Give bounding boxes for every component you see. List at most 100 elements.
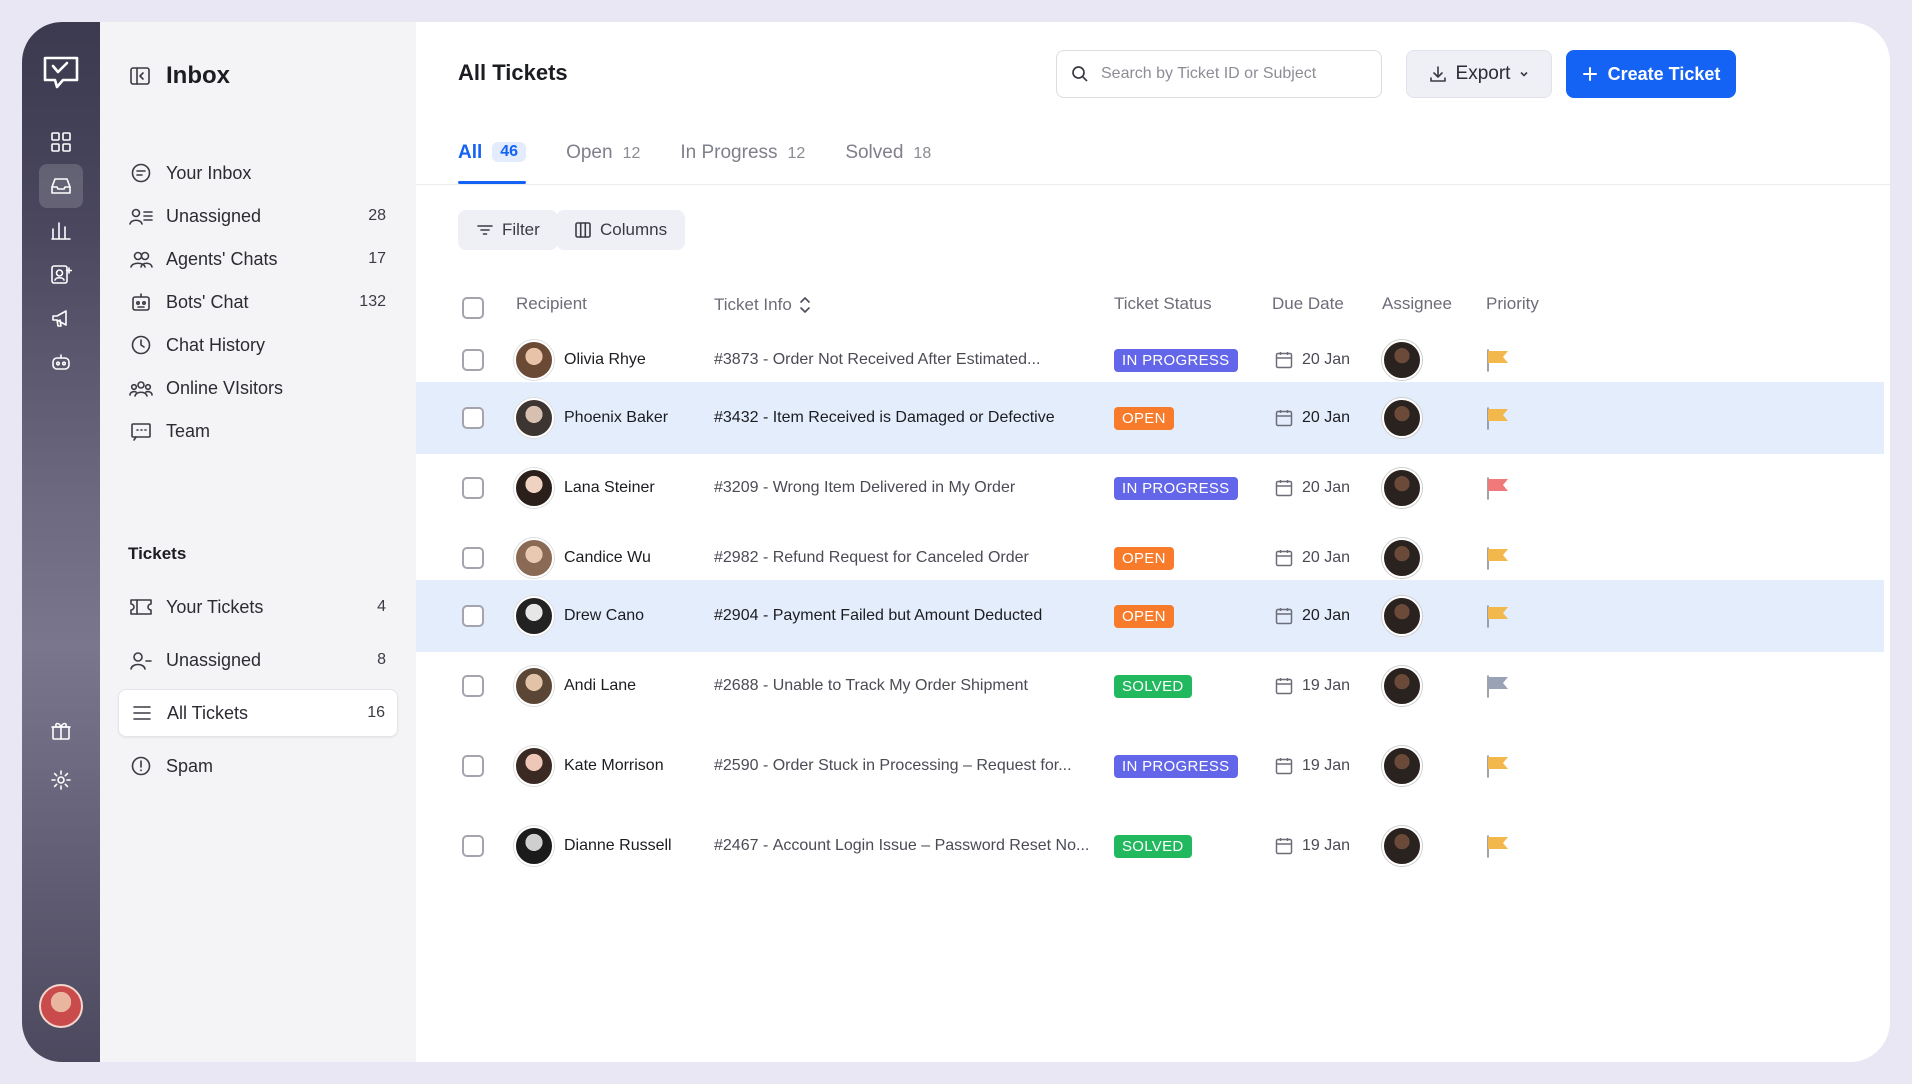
priority-flag-icon[interactable] [1484, 347, 1512, 373]
assignee-cell[interactable] [1382, 324, 1422, 396]
priority-cell[interactable] [1484, 324, 1512, 396]
priority-cell[interactable] [1484, 382, 1512, 454]
sidebar-item-agents-chats[interactable]: Agents' Chats 17 [118, 235, 398, 283]
megaphone-icon[interactable] [39, 296, 83, 340]
row-checkbox[interactable] [462, 675, 484, 697]
tab-solved[interactable]: Solved 18 [845, 142, 931, 184]
app-logo-icon[interactable] [39, 50, 83, 94]
bot-icon[interactable] [39, 340, 83, 384]
column-header-recipient[interactable]: Recipient [516, 294, 587, 313]
table-row[interactable]: Phoenix Baker #3432 - Item Received is D… [416, 382, 1884, 454]
table-row[interactable]: Kate Morrison #2590 - Order Stuck in Pro… [416, 730, 1884, 802]
ticket-info-cell[interactable]: #2590 - Order Stuck in Processing – Requ… [714, 730, 1072, 802]
priority-cell[interactable] [1484, 730, 1512, 802]
priority-flag-icon[interactable] [1484, 753, 1512, 779]
ticket-info-cell[interactable]: #2904 - Payment Failed but Amount Deduct… [714, 580, 1042, 652]
tab-in-progress[interactable]: In Progress 12 [680, 142, 805, 184]
filter-button[interactable]: Filter [458, 210, 558, 250]
sidebar-item-unassigned[interactable]: Unassigned 28 [118, 192, 398, 240]
column-header-ticket-info[interactable]: Ticket Info [714, 294, 812, 316]
sidebar-item-bots-chat[interactable]: Bots' Chat 132 [118, 278, 398, 326]
priority-flag-icon[interactable] [1484, 673, 1512, 699]
table-row[interactable]: Candice Wu #2982 - Refund Request for Ca… [416, 522, 1884, 594]
contacts-icon[interactable] [39, 252, 83, 296]
assignee-cell[interactable] [1382, 730, 1422, 802]
priority-flag-icon[interactable] [1484, 405, 1512, 431]
user-avatar[interactable] [39, 984, 83, 1028]
row-checkbox[interactable] [462, 605, 484, 627]
assignee-avatar[interactable] [1382, 538, 1422, 578]
export-button[interactable]: Export [1406, 50, 1552, 98]
filter-label: Filter [502, 220, 540, 239]
sidebar-item-team[interactable]: Team [118, 407, 398, 455]
priority-cell[interactable] [1484, 650, 1512, 722]
column-header-status[interactable]: Ticket Status [1114, 294, 1212, 313]
assignee-cell[interactable] [1382, 810, 1422, 882]
row-checkbox[interactable] [462, 477, 484, 499]
sidebar-item-chat-history[interactable]: Chat History [118, 321, 398, 369]
table-row[interactable]: Drew Cano #2904 - Payment Failed but Amo… [416, 580, 1884, 652]
ticket-info-cell[interactable]: #3873 - Order Not Received After Estimat… [714, 324, 1040, 396]
reports-icon[interactable] [39, 208, 83, 252]
table-row[interactable]: Dianne Russell #2467 - Account Login Iss… [416, 810, 1884, 882]
icon-rail [22, 22, 100, 1062]
tab-open[interactable]: Open 12 [566, 142, 640, 184]
search-box[interactable] [1056, 50, 1382, 98]
search-input[interactable] [1099, 64, 1359, 84]
ticket-info-cell[interactable]: #2688 - Unable to Track My Order Shipmen… [714, 650, 1028, 722]
sidebar-item-all-tickets[interactable]: All Tickets 16 [118, 689, 398, 737]
row-checkbox[interactable] [462, 407, 484, 429]
assignee-cell[interactable] [1382, 580, 1422, 652]
priority-cell[interactable] [1484, 522, 1512, 594]
ticket-info-cell[interactable]: #2982 - Refund Request for Canceled Orde… [714, 522, 1029, 594]
priority-cell[interactable] [1484, 580, 1512, 652]
collapse-sidebar-icon[interactable] [128, 64, 152, 88]
assignee-avatar[interactable] [1382, 398, 1422, 438]
assignee-cell[interactable] [1382, 522, 1422, 594]
table-row[interactable]: Olivia Rhye #3873 - Order Not Received A… [416, 324, 1884, 396]
row-checkbox[interactable] [462, 349, 484, 371]
sidebar-item-spam[interactable]: Spam [118, 742, 398, 790]
assignee-avatar[interactable] [1382, 468, 1422, 508]
priority-flag-icon[interactable] [1484, 545, 1512, 571]
assignee-avatar[interactable] [1382, 746, 1422, 786]
row-checkbox[interactable] [462, 835, 484, 857]
row-checkbox[interactable] [462, 547, 484, 569]
ticket-info-cell[interactable]: #3209 - Wrong Item Delivered in My Order [714, 452, 1015, 524]
sidebar-item-unassigned-tickets[interactable]: Unassigned 8 [118, 636, 398, 684]
ticket-info-cell[interactable]: #2467 - Account Login Issue – Password R… [714, 810, 1089, 882]
priority-flag-icon[interactable] [1484, 833, 1512, 859]
assignee-avatar[interactable] [1382, 340, 1422, 380]
recipient-name: Candice Wu [564, 549, 651, 566]
table-row[interactable]: Andi Lane #2688 - Unable to Track My Ord… [416, 650, 1884, 722]
column-header-due-date[interactable]: Due Date [1272, 294, 1344, 313]
inbox-icon[interactable] [39, 164, 83, 208]
sidebar-item-online-visitors[interactable]: Online VIsitors [118, 364, 398, 412]
column-header-priority[interactable]: Priority [1486, 294, 1539, 313]
priority-cell[interactable] [1484, 810, 1512, 882]
sidebar-item-your-inbox[interactable]: Your Inbox [118, 149, 398, 197]
ticket-id: #2467 [714, 837, 759, 854]
dashboard-icon[interactable] [39, 120, 83, 164]
tab-all[interactable]: All 46 [458, 142, 527, 184]
column-header-assignee[interactable]: Assignee [1382, 294, 1452, 313]
gift-icon[interactable] [39, 708, 83, 752]
assignee-cell[interactable] [1382, 650, 1422, 722]
create-ticket-button[interactable]: Create Ticket [1566, 50, 1736, 98]
row-checkbox[interactable] [462, 755, 484, 777]
table-row[interactable]: Lana Steiner #3209 - Wrong Item Delivere… [416, 452, 1884, 524]
priority-cell[interactable] [1484, 452, 1512, 524]
columns-button[interactable]: Columns [556, 210, 686, 250]
assignee-avatar[interactable] [1382, 666, 1422, 706]
assignee-avatar[interactable] [1382, 826, 1422, 866]
settings-gear-icon[interactable] [39, 758, 83, 802]
priority-flag-icon[interactable] [1484, 475, 1512, 501]
assignee-cell[interactable] [1382, 452, 1422, 524]
sidebar-item-your-tickets[interactable]: Your Tickets 4 [118, 583, 398, 631]
sort-icon[interactable] [798, 294, 812, 316]
assignee-avatar[interactable] [1382, 596, 1422, 636]
select-all-checkbox[interactable] [462, 297, 484, 319]
ticket-info-cell[interactable]: #3432 - Item Received is Damaged or Defe… [714, 382, 1055, 454]
assignee-cell[interactable] [1382, 382, 1422, 454]
priority-flag-icon[interactable] [1484, 603, 1512, 629]
